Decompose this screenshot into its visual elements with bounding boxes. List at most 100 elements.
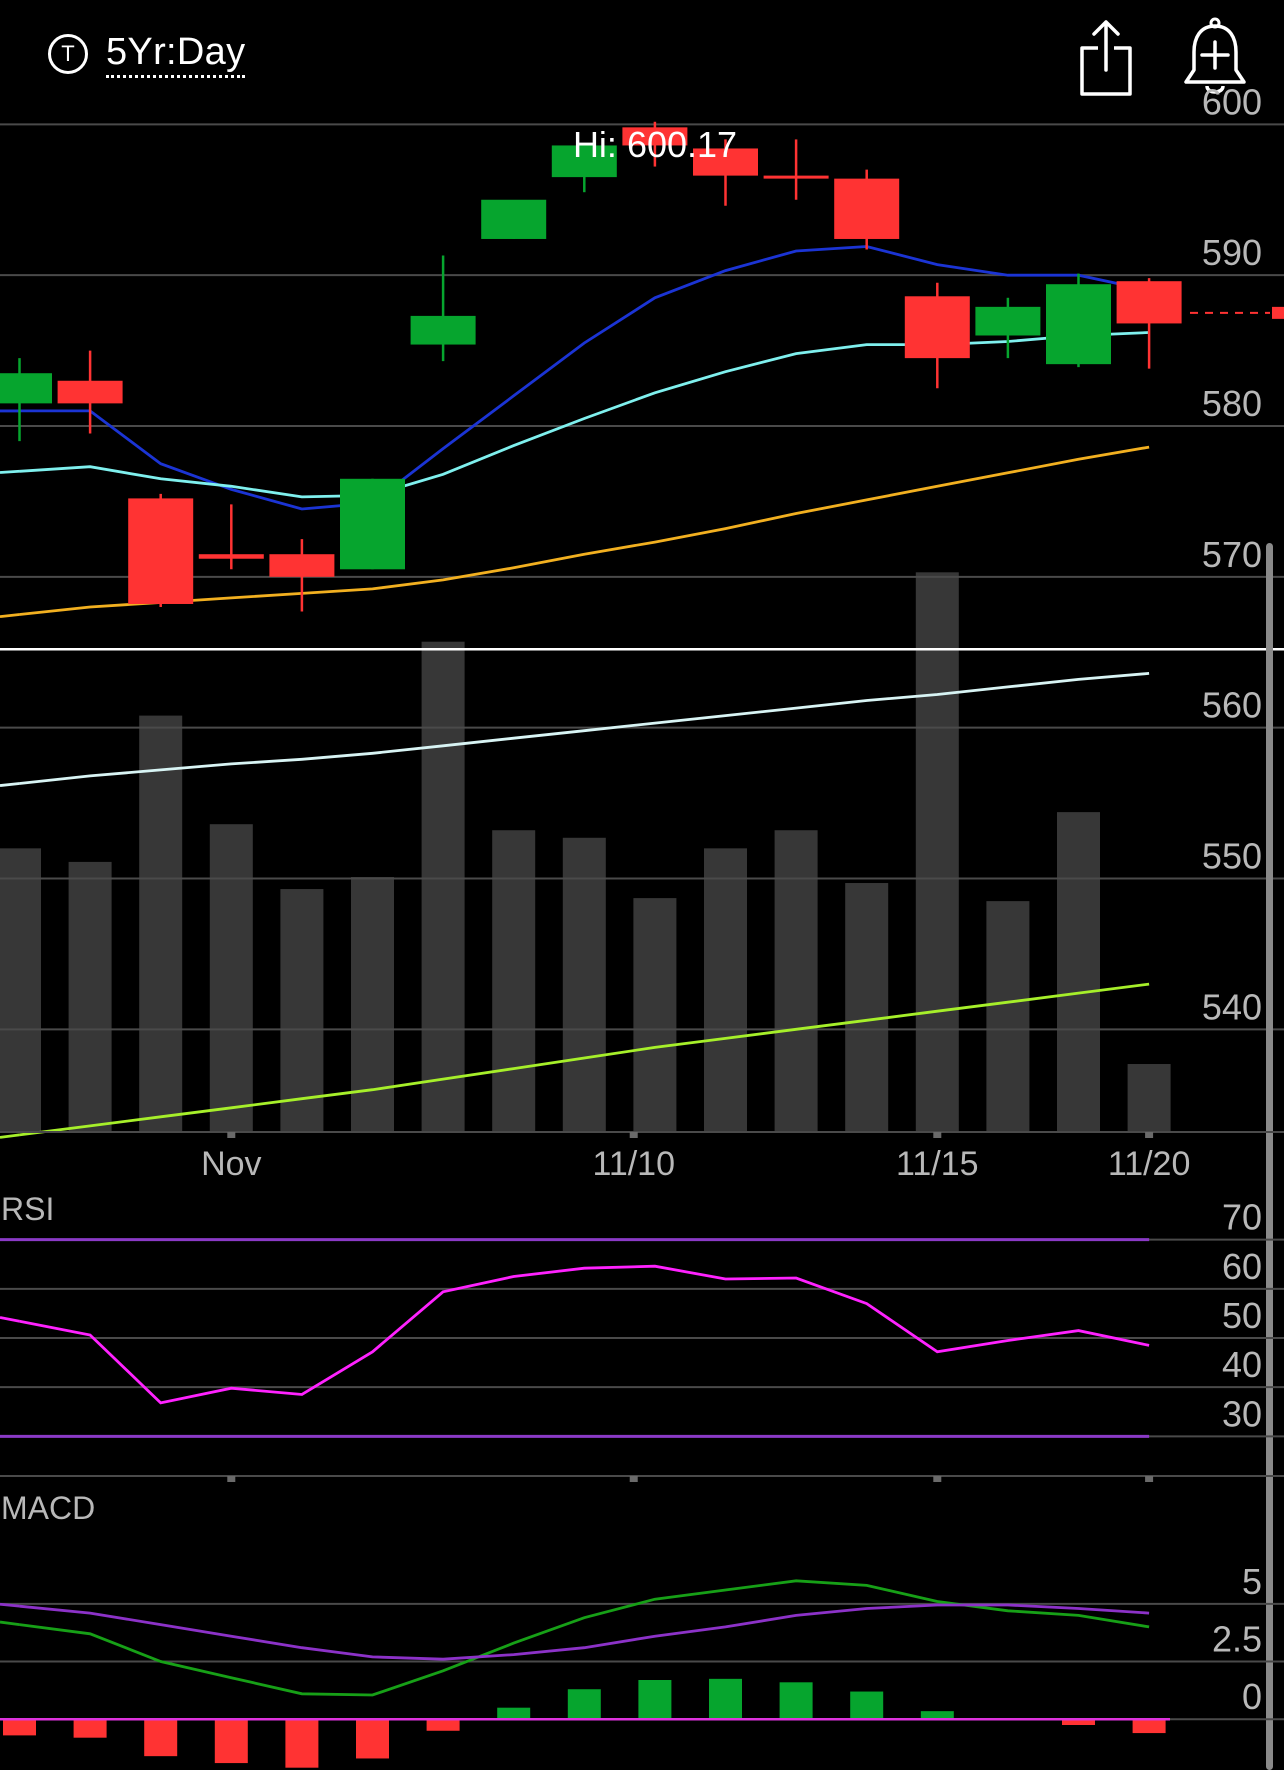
price-axis-label: 590 [1202,232,1262,273]
volume-bar [986,901,1030,1131]
candle-up [410,315,476,345]
macd-histogram-bar [426,1719,460,1731]
macd-line [19,1579,1150,1697]
macd-histogram-bar [920,1711,954,1720]
candle-down [269,554,335,577]
moving-average-line [0,613,20,619]
moving-average-line [19,982,1150,1137]
candle-up [0,373,52,404]
moving-average-line [0,782,20,787]
high-price-label: Hi: 600.17 [573,124,737,165]
date-axis-label: 11/10 [592,1145,675,1183]
price-axis-label: 540 [1202,986,1262,1027]
candle-down [198,554,264,559]
volume-bar [704,848,747,1131]
volume-bar [774,830,818,1131]
candle-down [693,148,758,176]
rsi-line [0,1316,20,1323]
date-tick [629,1132,638,1138]
share-icon[interactable] [1076,18,1136,98]
last-price-marker [1272,306,1284,319]
price-axis-label: 550 [1202,836,1262,877]
price-axis-label: 560 [1202,685,1262,726]
rsi-title: RSI [1,1191,54,1227]
candle-up [975,306,1041,336]
candle-down [763,175,829,179]
date-axis-label: 11/20 [1108,1145,1191,1183]
date-tick [227,1132,236,1138]
macd-histogram-bar [356,1719,389,1759]
volume-bar [633,898,677,1131]
macd-signal-line [0,1602,20,1608]
candle-up [551,145,617,178]
volume-bar [492,830,536,1131]
moving-average-line [19,672,1150,785]
candle-down [128,498,194,604]
rsi-date-tick [227,1476,236,1482]
rsi-date-tick [629,1476,638,1482]
volume-bar [915,572,959,1131]
macd-signal-line [19,1603,1150,1661]
moving-average-line [19,445,1150,616]
macd-histogram-bar [850,1691,884,1720]
macd-line [0,1620,20,1627]
macd-axis-label: 5 [1242,1561,1262,1602]
date-tick [933,1132,942,1138]
volume-bar [139,715,183,1131]
candle-down [904,296,970,359]
macd-histogram-bar [214,1719,248,1764]
candle-up [1046,284,1111,365]
macd-histogram-bar [73,1719,107,1738]
price-axis-label: 570 [1202,534,1262,575]
moving-average-line [19,245,1150,511]
macd-histogram-bar [497,1707,531,1720]
volume-bar [68,861,112,1131]
candle-up [481,199,547,239]
macd-histogram-bar [1132,1719,1166,1734]
ticker-type-icon[interactable]: T [48,34,88,74]
macd-histogram-bar [638,1680,672,1720]
chart-header: T 5Yr:Day [0,0,1284,120]
macd-histogram-bar [3,1719,36,1736]
macd-histogram-bar [1062,1719,1095,1725]
volume-bar [562,837,606,1131]
macd-histogram-bar [709,1678,742,1720]
rsi-axis-label: 60 [1222,1246,1262,1287]
rsi-line [19,1264,1150,1405]
macd-histogram-bar [144,1719,178,1757]
volume-bar [1127,1064,1171,1131]
candle-down [57,380,123,404]
volume-bar [280,889,324,1131]
volume-bar [421,641,465,1131]
moving-average-line [19,331,1150,499]
macd-histogram-bar [779,1682,813,1720]
macd-histogram-bar [285,1719,319,1768]
macd-histogram-bar [567,1689,601,1720]
price-axis-label: 580 [1202,383,1262,424]
candle-down [622,127,688,146]
date-tick [1145,1132,1154,1138]
rsi-date-tick [1145,1476,1154,1482]
date-axis-label: Nov [201,1145,261,1183]
candle-down [1116,281,1182,324]
rsi-axis-label: 50 [1222,1295,1262,1336]
macd-axis-label: 2.5 [1212,1619,1262,1660]
volume-bar [845,883,889,1131]
moving-average-line [0,469,20,474]
volume-bar [0,848,41,1131]
moving-average-line [0,1133,20,1139]
rsi-date-tick [933,1476,942,1482]
rsi-axis-label: 30 [1222,1393,1262,1434]
scrollbar [1266,543,1273,1770]
candle-up [340,478,405,570]
rsi-axis-label: 70 [1222,1197,1262,1238]
time-range-selector[interactable]: 5Yr:Day [106,30,246,78]
macd-axis-label: 0 [1242,1676,1262,1717]
macd-title: MACD [1,1490,95,1526]
date-axis-label: 11/15 [896,1145,979,1183]
price-axis-label: 600 [1202,81,1262,122]
bell-plus-icon[interactable] [1180,16,1250,100]
volume-bar [1057,812,1100,1131]
candle-down [834,178,900,239]
